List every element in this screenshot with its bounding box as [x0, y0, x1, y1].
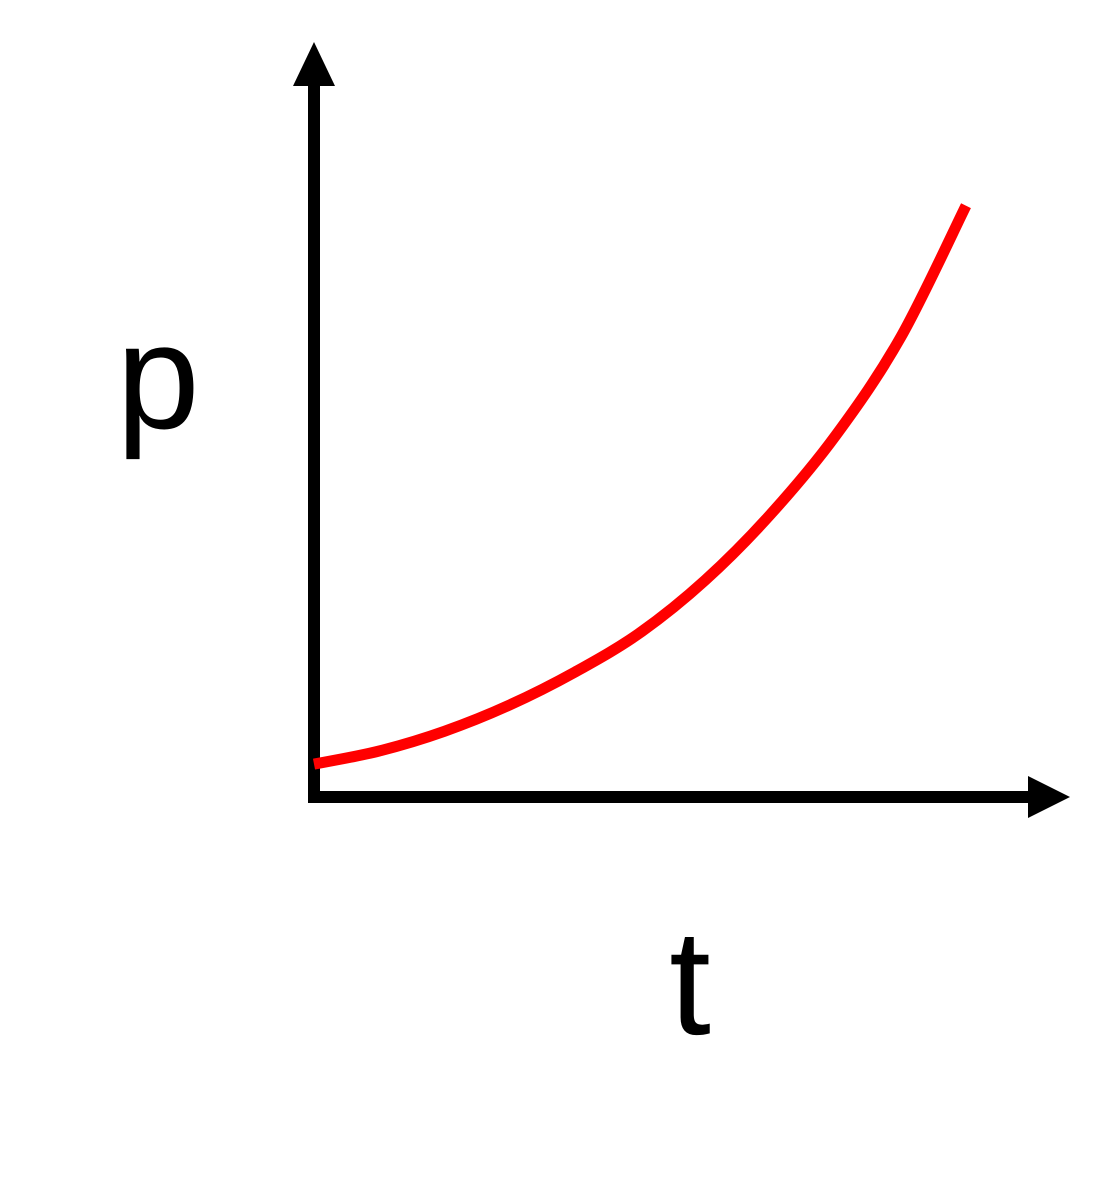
- x-axis-label: t: [669, 898, 711, 1066]
- x-axis-arrowhead: [1028, 776, 1070, 818]
- y-axis-arrowhead: [293, 42, 335, 86]
- series-line-0: [312, 203, 971, 770]
- series-group: [312, 203, 971, 770]
- y-axis-label: p: [116, 292, 199, 460]
